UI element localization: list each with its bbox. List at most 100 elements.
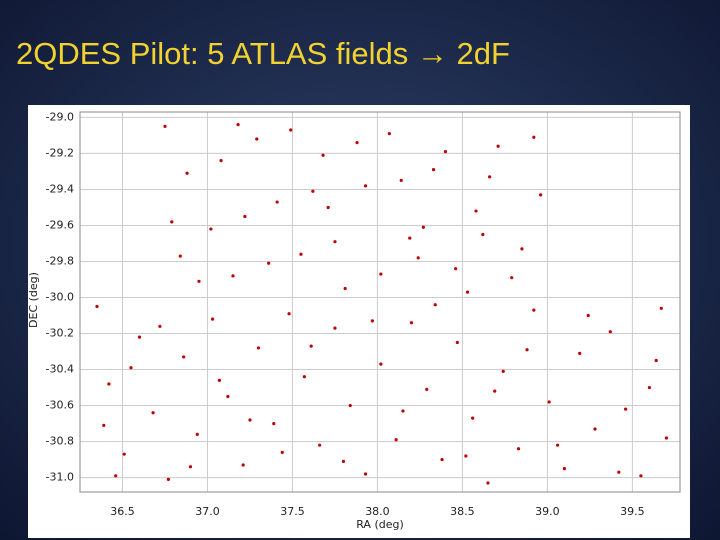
- point: [182, 355, 186, 359]
- point: [401, 409, 405, 413]
- y-tick-label: -31.0: [46, 471, 74, 484]
- point: [608, 330, 612, 334]
- y-tick-label: -30.2: [46, 327, 74, 340]
- point: [471, 416, 475, 420]
- point: [299, 252, 303, 256]
- point: [302, 375, 306, 379]
- point: [464, 454, 468, 458]
- point: [639, 474, 643, 478]
- point: [363, 184, 368, 188]
- point: [185, 171, 189, 175]
- point: [617, 470, 621, 474]
- point: [333, 326, 337, 330]
- point: [387, 132, 391, 136]
- point: [114, 474, 118, 478]
- point: [287, 312, 291, 316]
- point: [556, 443, 560, 447]
- point: [255, 137, 259, 141]
- x-tick-label: 37.5: [280, 505, 305, 518]
- point: [219, 159, 223, 163]
- point: [209, 227, 213, 231]
- y-tick-label: -30.4: [46, 363, 74, 376]
- point: [170, 220, 174, 224]
- y-tick-label: -29.6: [46, 218, 74, 231]
- point: [355, 141, 359, 145]
- y-tick-label: -30.0: [46, 290, 74, 303]
- point: [481, 232, 485, 237]
- x-tick-label: 39.5: [620, 505, 645, 518]
- slide-title: 2QDES Pilot: 5 ATLAS fields → 2dF: [16, 36, 510, 71]
- x-tick-label: 39.0: [535, 505, 560, 518]
- point: [348, 403, 352, 408]
- point: [408, 236, 412, 240]
- y-tick-label: -29.2: [46, 146, 74, 159]
- point: [370, 319, 374, 323]
- point: [236, 123, 240, 127]
- point: [532, 135, 536, 139]
- point: [586, 313, 590, 318]
- point: [510, 276, 514, 280]
- x-tick-label: 38.5: [450, 505, 475, 518]
- y-tick-label: -30.8: [46, 435, 74, 448]
- point: [163, 124, 167, 129]
- point: [231, 274, 235, 278]
- point: [188, 465, 193, 469]
- point: [454, 267, 458, 271]
- plot-frame: [79, 111, 681, 493]
- point: [488, 175, 492, 179]
- point: [525, 348, 529, 352]
- point: [243, 214, 247, 219]
- x-tick-label: 36.5: [110, 505, 135, 518]
- point: [217, 378, 221, 382]
- point: [318, 443, 322, 447]
- x-tick-label: 38.0: [365, 505, 390, 518]
- plot-panel: [28, 105, 690, 538]
- point: [226, 394, 230, 399]
- point: [465, 290, 470, 294]
- point: [416, 256, 420, 260]
- x-tick-label: 37.0: [195, 505, 220, 518]
- point: [275, 200, 279, 204]
- point: [664, 436, 669, 440]
- point: [137, 335, 142, 339]
- point: [95, 304, 99, 309]
- point: [409, 321, 414, 325]
- point: [129, 366, 133, 370]
- point: [321, 153, 325, 157]
- point: [520, 247, 524, 251]
- point: [197, 279, 201, 283]
- point: [493, 389, 497, 393]
- point: [501, 369, 505, 373]
- point: [539, 193, 543, 197]
- point: [654, 358, 658, 363]
- point: [158, 324, 162, 328]
- point: [102, 423, 106, 427]
- point: [341, 459, 346, 463]
- point: [241, 463, 245, 467]
- point: [516, 447, 521, 451]
- point: [443, 150, 448, 154]
- point: [272, 421, 276, 426]
- point: [151, 411, 155, 415]
- point: [326, 205, 330, 210]
- point: [311, 189, 315, 193]
- point: [624, 407, 628, 411]
- point: [421, 225, 425, 229]
- y-tick-label: -30.6: [46, 399, 74, 412]
- point: [210, 317, 215, 321]
- point: [289, 128, 293, 132]
- point: [379, 362, 383, 366]
- point: [532, 308, 536, 312]
- y-tick-label: -29.8: [46, 254, 74, 267]
- point: [379, 272, 383, 276]
- point: [659, 306, 663, 310]
- point: [425, 387, 429, 391]
- point: [363, 472, 368, 476]
- y-tick-label: -29.4: [46, 182, 74, 195]
- point: [166, 477, 170, 481]
- point: [178, 254, 182, 258]
- point: [267, 261, 271, 265]
- point: [256, 346, 261, 350]
